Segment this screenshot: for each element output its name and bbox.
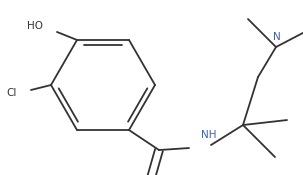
Text: N: N <box>273 32 281 42</box>
Text: NH: NH <box>201 130 217 140</box>
Text: Cl: Cl <box>7 88 17 98</box>
Text: HO: HO <box>27 21 43 31</box>
